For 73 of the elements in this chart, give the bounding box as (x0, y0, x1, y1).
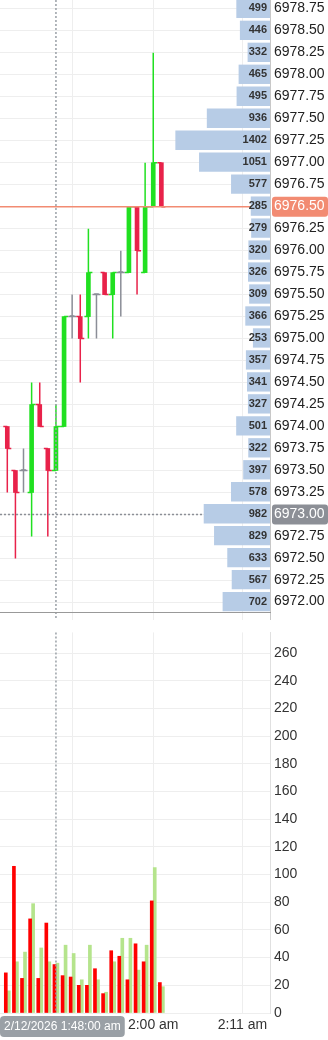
data-label: 465 (248, 67, 267, 80)
y-tick-label: 60 (274, 920, 290, 937)
y-tick-label: 6977.50 (274, 109, 325, 126)
y-tick-label: 6972.25 (274, 570, 325, 587)
data-label: 285 (248, 199, 267, 212)
y-tick-label: 20 (274, 976, 290, 993)
data-label: 499 (248, 1, 267, 14)
y-tick-label: 6976.50 (274, 197, 325, 214)
y-tick-label: 260 (274, 644, 298, 661)
y-tick-label: 6974.75 (274, 351, 325, 368)
data-label: 936 (248, 111, 267, 124)
y-tick-label: 100 (274, 865, 298, 882)
data-label: 279 (248, 221, 267, 234)
y-tick-label: 6977.00 (274, 153, 325, 170)
y-tick-label: 6972.00 (274, 592, 325, 609)
data-label: 702 (248, 595, 267, 608)
y-tick-label: 180 (274, 754, 298, 771)
x-tick-label: 2:11 am (217, 1016, 268, 1033)
y-tick-label: 220 (274, 699, 298, 716)
data-label: 327 (248, 397, 267, 410)
data-label: 578 (248, 485, 267, 498)
y-tick-label: 160 (274, 782, 298, 799)
data-label: 633 (248, 551, 267, 564)
data-label: 1402 (242, 133, 267, 146)
y-tick-label: 6973.50 (274, 461, 325, 478)
ref-line-label: 2/12/2026 1:48:00 am (4, 1019, 121, 1034)
y-tick-label: 6975.50 (274, 285, 325, 302)
data-label: 501 (248, 419, 267, 432)
y-tick-label: 6972.75 (274, 526, 325, 543)
y-tick-label: 40 (274, 948, 290, 965)
y-tick-label: 6975.25 (274, 307, 325, 324)
y-tick-label: 6973.00 (274, 504, 325, 521)
data-label: 397 (248, 463, 267, 476)
data-label: 829 (248, 529, 267, 542)
x-tick-label: 2:00 am (127, 1016, 179, 1033)
y-tick-label: 6977.25 (274, 131, 325, 148)
data-label: 322 (248, 441, 267, 454)
data-label: 446 (248, 23, 267, 36)
y-tick-label: 6977.75 (274, 87, 325, 104)
data-label: 982 (248, 507, 267, 520)
y-tick-label: 6973.25 (274, 483, 325, 500)
data-label: 341 (248, 375, 267, 388)
y-tick-label: 6976.75 (274, 175, 325, 192)
y-tick-label: 6974.25 (274, 395, 325, 412)
data-label: 253 (248, 331, 267, 344)
y-tick-label: 0 (274, 1003, 282, 1020)
y-tick-label: 6973.75 (274, 439, 325, 456)
data-label: 1051 (242, 155, 267, 168)
y-tick-label: 6974.00 (274, 417, 325, 434)
data-label: 577 (248, 177, 267, 190)
y-tick-label: 6978.00 (274, 65, 325, 82)
y-tick-label: 6978.50 (274, 21, 325, 38)
y-tick-label: 240 (274, 671, 298, 688)
y-tick-label: 6975.00 (274, 329, 325, 346)
y-tick-label: 6975.75 (274, 263, 325, 280)
y-tick-label: 6978.25 (274, 43, 325, 60)
data-label: 309 (248, 287, 267, 300)
y-tick-label: 120 (274, 837, 298, 854)
y-tick-label: 80 (274, 893, 290, 910)
data-label: 357 (248, 353, 267, 366)
data-label: 326 (248, 265, 267, 278)
y-tick-label: 6974.50 (274, 373, 325, 390)
data-label: 320 (248, 243, 267, 256)
y-tick-label: 6978.75 (274, 0, 325, 16)
data-label: 495 (248, 89, 267, 102)
y-tick-label: 6976.25 (274, 219, 325, 236)
y-tick-label: 6976.00 (274, 241, 325, 258)
data-label: 567 (248, 573, 267, 586)
y-tick-label: 200 (274, 727, 298, 744)
y-tick-label: 6972.50 (274, 548, 325, 565)
data-label: 366 (248, 309, 267, 322)
y-tick-label: 140 (274, 810, 298, 827)
data-label: 332 (248, 45, 267, 58)
